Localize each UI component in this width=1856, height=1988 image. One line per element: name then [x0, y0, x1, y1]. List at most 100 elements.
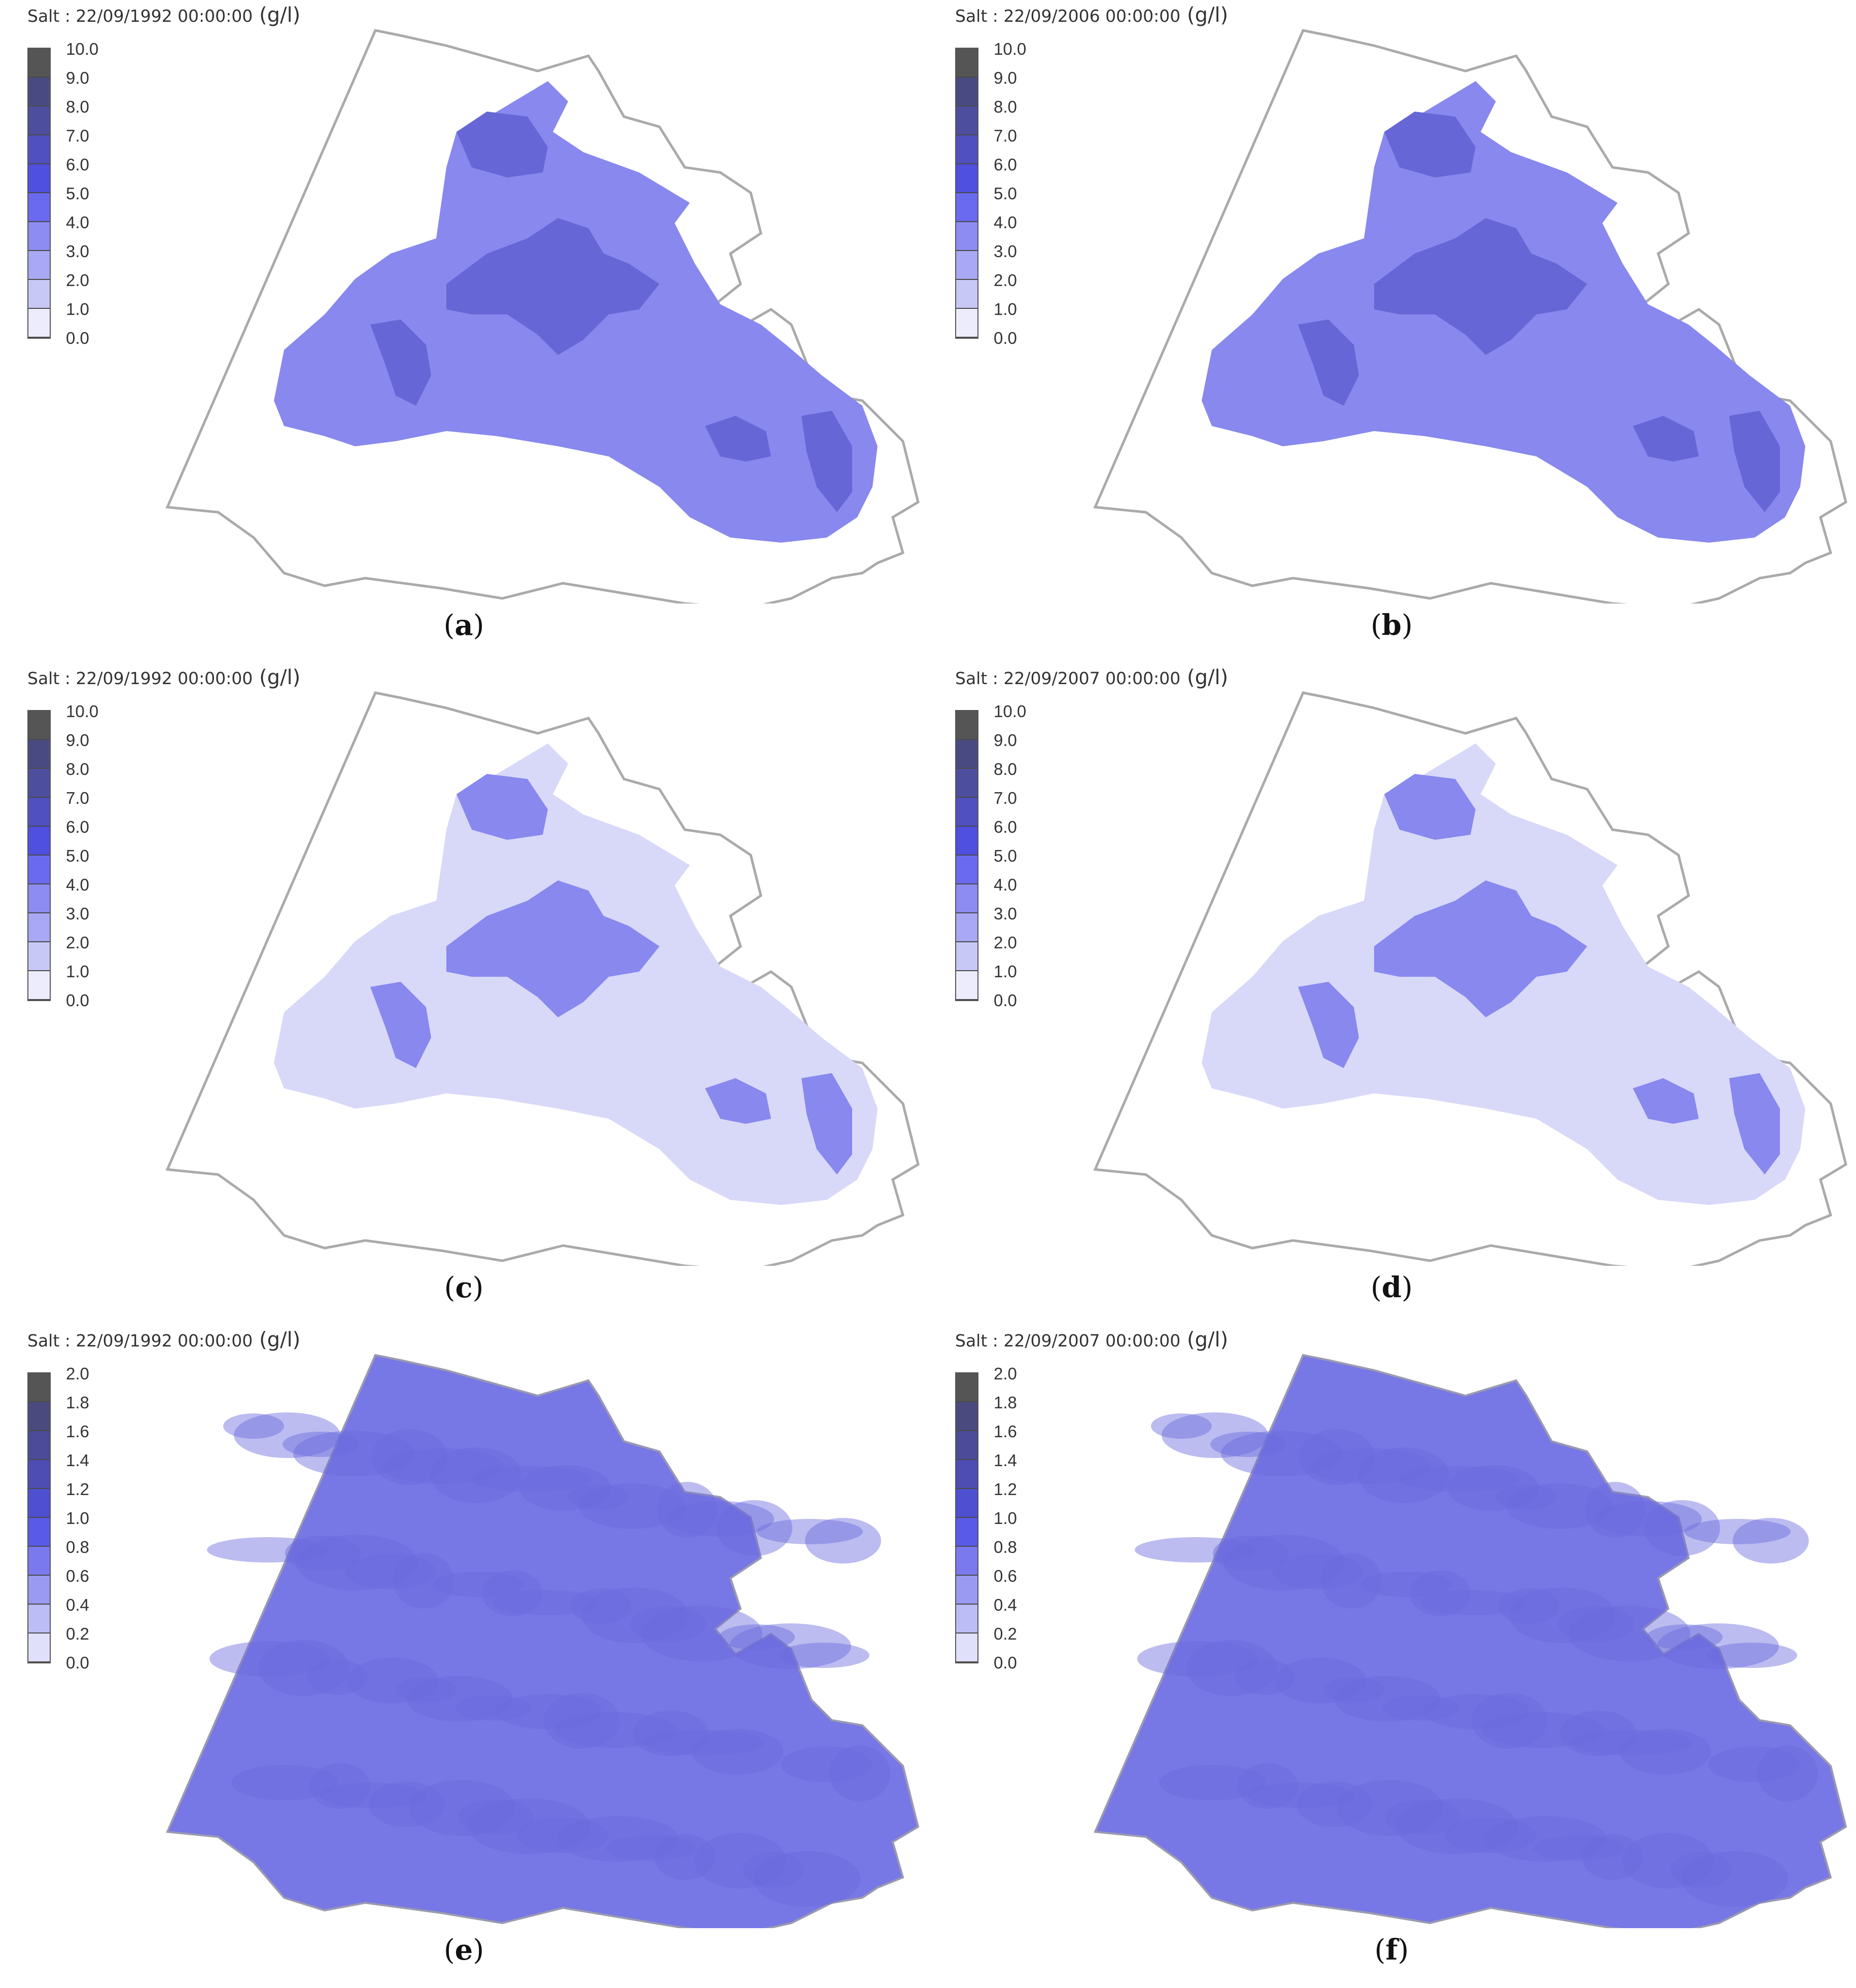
- texture-patch: [571, 1588, 632, 1624]
- panel-title: Salt : 22/09/1992 00:00:00 (g/l): [27, 662, 300, 693]
- legend-swatch: [28, 106, 50, 135]
- texture-patch: [1706, 1643, 1797, 1668]
- legend-swatch: [956, 49, 977, 78]
- legend-tick-label: 0.8: [66, 1538, 89, 1556]
- salinity-core: [801, 411, 852, 512]
- texture-patch: [719, 1624, 795, 1650]
- legend-tick-label: 1.4: [66, 1451, 89, 1470]
- texture-patch: [344, 1554, 436, 1589]
- panel-title-unit: (g/l): [1180, 1328, 1229, 1352]
- legend-swatch: [956, 1460, 977, 1489]
- texture-patch: [209, 1641, 331, 1677]
- texture-patch: [396, 1677, 457, 1702]
- legend-tick-label: 10.0: [66, 40, 99, 58]
- legend-swatch: [956, 1576, 977, 1605]
- legend-swatch: [956, 711, 977, 740]
- texture-patch: [296, 1535, 417, 1590]
- texture-patch: [1644, 1500, 1720, 1556]
- texture-patch: [223, 1413, 284, 1439]
- color-legend: 10.0 9.0 8.0 7.0 6.0 5.0 4.0 3.0 2.0 1.0 0.0: [955, 703, 1082, 1027]
- domain-fill: [166, 1354, 920, 1928]
- texture-patch: [482, 1571, 543, 1616]
- texture-patch: [371, 1429, 447, 1485]
- legend-swatch: [956, 769, 977, 798]
- legend-tick-label: 8.0: [66, 97, 89, 116]
- texture-patch: [468, 1798, 590, 1854]
- panel-caption-letter: d: [1381, 1271, 1402, 1304]
- legend-tick-label: 2.0: [994, 271, 1017, 290]
- texture-patch: [1571, 1730, 1693, 1755]
- panel-title-text: Salt : 22/09/1992 00:00:00: [27, 668, 253, 688]
- panel-caption-letter: b: [1381, 609, 1402, 642]
- legend-tick-label: 1.8: [66, 1393, 89, 1412]
- texture-patch: [369, 1782, 445, 1827]
- texture-patch: [431, 1447, 522, 1503]
- panel-caption: (c): [444, 1271, 484, 1304]
- texture-patch: [1235, 1659, 1295, 1695]
- texture-patch: [1334, 1676, 1441, 1722]
- texture-patch: [1337, 1780, 1443, 1836]
- panel-caption: (e): [443, 1933, 484, 1967]
- legend-swatch: [956, 971, 977, 1000]
- texture-patch: [1647, 1624, 1723, 1650]
- legend-tick-label: 9.0: [66, 68, 89, 87]
- legend-tick-label: 1.0: [66, 1509, 89, 1528]
- texture-patch: [630, 1607, 706, 1642]
- legend-tick-label: 2.0: [994, 1364, 1017, 1383]
- texture-patch: [1560, 1711, 1636, 1756]
- legend-swatch: [956, 1402, 977, 1431]
- panel-title-unit: (g/l): [253, 4, 301, 27]
- salinity-core: [370, 320, 431, 406]
- texture-patch: [1671, 1852, 1732, 1888]
- legend-bar: [955, 710, 978, 1001]
- legend-swatch: [28, 1576, 50, 1605]
- legend-swatch: [28, 1402, 50, 1431]
- legend-swatch: [28, 251, 50, 280]
- legend-swatch: [956, 280, 977, 309]
- texture-patch: [1757, 1746, 1818, 1801]
- legend-tick-label: 4.0: [66, 875, 89, 894]
- legend-swatch: [28, 942, 50, 971]
- texture-patch: [1410, 1571, 1470, 1616]
- color-legend: 2.0 1.8 1.6 1.4 1.2 1.0 0.8 0.6 0.4 0.2 0.0: [955, 1365, 1082, 1690]
- texture-patch: [320, 1783, 427, 1808]
- texture-patch: [1310, 1448, 1431, 1484]
- legend-swatch: [28, 309, 50, 338]
- panel-caption: (b): [1371, 609, 1413, 642]
- texture-patch: [643, 1730, 765, 1755]
- panel-title-unit: (g/l): [253, 1328, 301, 1352]
- texture-patch: [1622, 1833, 1713, 1889]
- legend-swatch: [956, 798, 977, 827]
- texture-patch: [1595, 1501, 1702, 1537]
- texture-patch: [393, 1553, 454, 1609]
- texture-patch: [1733, 1518, 1809, 1564]
- legend-tick-label: 1.8: [994, 1393, 1017, 1412]
- domain-fill: [1094, 1354, 1847, 1928]
- legend-tick-label: 8.0: [994, 97, 1017, 116]
- texture-patch: [1708, 1747, 1800, 1782]
- salinity-map: [166, 1354, 920, 1928]
- panel-caption: (d): [1371, 1271, 1413, 1304]
- texture-patch: [657, 1482, 718, 1538]
- texture-patch: [1423, 1694, 1529, 1729]
- texture-patch: [1221, 1431, 1343, 1476]
- legend-tick-label: 5.0: [66, 846, 89, 865]
- panel-title-unit: (g/l): [253, 666, 301, 689]
- texture-patch: [1507, 1483, 1613, 1529]
- texture-patch: [1568, 1606, 1690, 1661]
- legend-swatch: [956, 251, 977, 280]
- texture-patch: [519, 1465, 611, 1511]
- legend-swatch: [28, 913, 50, 942]
- legend-tick-label: 6.0: [66, 818, 89, 836]
- legend-swatch: [28, 222, 50, 251]
- texture-patch: [1297, 1782, 1373, 1827]
- texture-patch: [1657, 1623, 1779, 1669]
- texture-patch: [829, 1746, 890, 1801]
- texture-patch: [1620, 1729, 1711, 1774]
- panel-title-unit: (g/l): [1180, 4, 1229, 27]
- texture-patch: [1383, 1695, 1459, 1721]
- panel-title-text: Salt : 22/09/1992 00:00:00: [27, 1331, 253, 1351]
- legend-swatch: [956, 193, 977, 222]
- legend-tick-label: 2.0: [994, 933, 1017, 952]
- legend-bar: [955, 48, 978, 339]
